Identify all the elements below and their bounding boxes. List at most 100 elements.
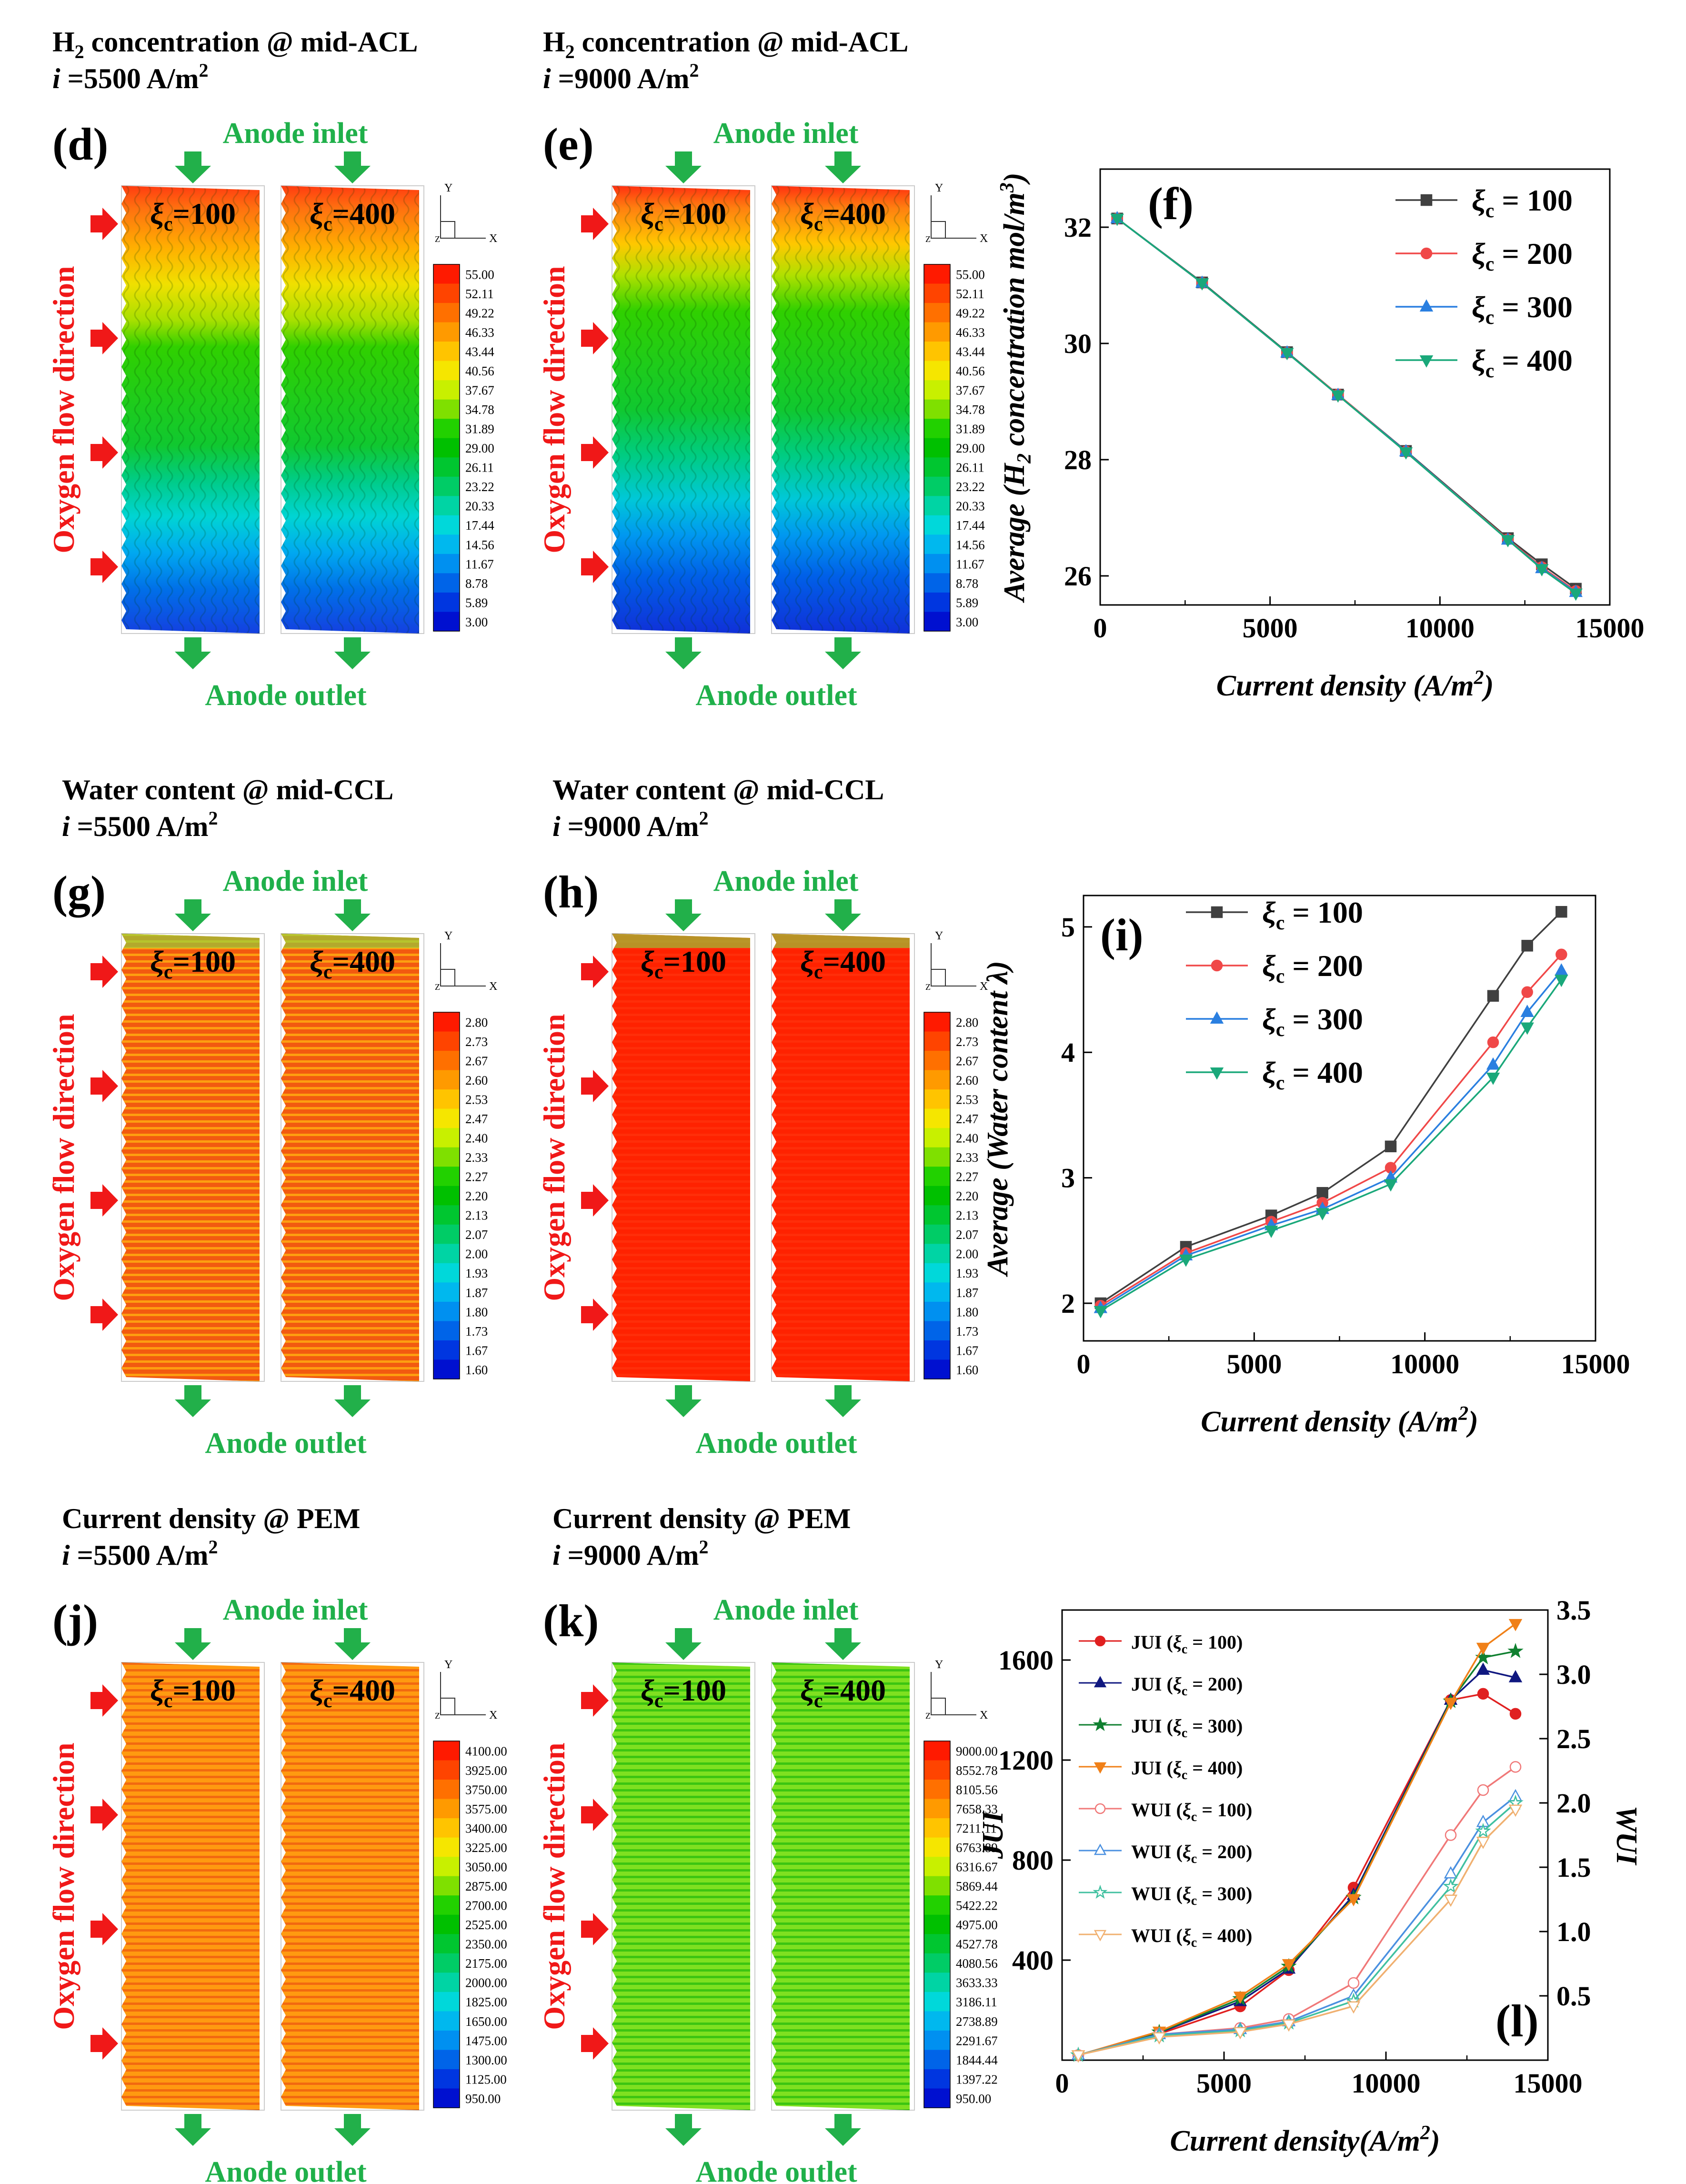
y-tick-label: 32 — [1064, 212, 1092, 243]
colorbar-label: 3050.00 — [465, 1860, 507, 1874]
colorbar-label: 1.80 — [465, 1305, 488, 1319]
chart-l: 0 5000 10000 15000 400 800 1200 1600 0.5 1.0 1.5 2.… — [977, 1595, 1643, 2157]
colorbar-label: 20.33 — [956, 499, 985, 513]
data-point — [1210, 1011, 1224, 1024]
data-point — [1487, 990, 1499, 1002]
field-outline — [612, 933, 755, 1382]
anode-inlet-label: Anode inlet — [713, 117, 859, 150]
data-point — [1477, 1784, 1489, 1796]
inlet-arrow-1 — [665, 151, 702, 183]
inlet-arrow-2 — [334, 151, 371, 183]
legend-entry: ξc = 300 — [1262, 1002, 1363, 1041]
data-point — [1476, 1642, 1490, 1655]
axis-triad — [440, 195, 486, 239]
field-left: ξc=100 — [121, 185, 265, 634]
oxygen-arrow-1 — [581, 208, 609, 240]
colorbar-swatch — [924, 1876, 950, 1896]
data-point — [1399, 447, 1413, 460]
y-tick-label: 1600 — [998, 1645, 1054, 1676]
data-point — [1346, 2001, 1361, 2014]
data-point — [1347, 1977, 1360, 1989]
oxygen-arrow-1 — [90, 1684, 118, 1717]
xi-label-right: ξc=400 — [310, 945, 395, 983]
colorbar-label: 37.67 — [465, 383, 494, 398]
colorbar-label: 31.89 — [465, 422, 494, 436]
colorbar-swatch — [433, 380, 460, 400]
x-tick-label: 5000 — [1243, 613, 1298, 644]
data-point — [1476, 1836, 1490, 1849]
colorbar-label: 26.11 — [956, 461, 984, 475]
series-line — [1078, 1809, 1516, 2056]
plot-frame — [1099, 168, 1611, 606]
legend-entry: ξc = 200 — [1262, 949, 1363, 987]
colorbar-label: 52.11 — [956, 287, 984, 301]
data-point — [1210, 1067, 1224, 1080]
colorbar-swatch — [433, 1992, 460, 2012]
data-point — [1093, 1717, 1108, 1731]
colorbar-label: 1.60 — [956, 1363, 978, 1377]
outlet-arrow-2 — [334, 637, 371, 669]
colorbar-label: 3400.00 — [465, 1822, 507, 1836]
oxygen-arrow-3 — [90, 436, 118, 469]
colorbar-swatch — [924, 1914, 950, 1934]
anode-outlet-label: Anode outlet — [205, 679, 367, 712]
axis-z-label: Z — [435, 234, 440, 244]
panel-subtitle: i =5500 A/m2 — [62, 1536, 218, 1571]
colorbar-label: 4080.56 — [956, 1956, 998, 1971]
colorbar-swatch — [924, 1780, 950, 1800]
oxygen-arrow-4 — [581, 1298, 609, 1331]
axis-x-label: X — [980, 1709, 988, 1721]
colorbar-swatch — [433, 1263, 460, 1283]
colorbar-swatch — [433, 1876, 460, 1896]
data-point — [1507, 1643, 1524, 1658]
field-outline — [612, 1662, 755, 2111]
outlet-arrow-2 — [825, 637, 861, 669]
series-line — [1100, 970, 1562, 1309]
colorbar-swatch — [924, 612, 950, 632]
field-outline — [281, 933, 424, 1382]
xi-label-left: ξc=100 — [150, 197, 236, 235]
colorbar-swatch — [924, 303, 950, 323]
y-tick-label: 28 — [1064, 444, 1092, 475]
y2-tick-label: 3.0 — [1556, 1659, 1591, 1690]
colorbar-label: 2291.67 — [956, 2033, 998, 2048]
data-point — [1443, 1878, 1459, 1893]
colorbar-swatch — [433, 322, 460, 342]
colorbar-label: 1.67 — [956, 1343, 978, 1358]
colorbar-label: 2.40 — [956, 1131, 978, 1146]
x-tick-label: 10000 — [1405, 613, 1475, 644]
oxygen-flow-label: Oxygen flow direction — [47, 1014, 80, 1301]
data-point — [1555, 963, 1568, 976]
colorbar-swatch — [924, 1359, 950, 1379]
colorbar-swatch — [433, 2030, 460, 2050]
colorbar-swatch — [433, 1070, 460, 1090]
colorbar-swatch — [433, 399, 460, 419]
colorbar-swatch — [433, 1760, 460, 1780]
colorbar-label: 9000.00 — [956, 1744, 998, 1758]
y-axis-label: JUI — [977, 1811, 1009, 1860]
colorbar-label: 1125.00 — [465, 2072, 507, 2086]
y-axis-label: Average (H2 concentration mol/m3) — [996, 172, 1035, 603]
colorbar-swatch — [433, 573, 460, 593]
oxygen-arrow-4 — [581, 2027, 609, 2060]
colorbar-label: 1.73 — [956, 1324, 978, 1339]
colorbar-swatch — [924, 1263, 950, 1283]
data-point — [1501, 535, 1515, 548]
oxygen-arrow-3 — [581, 1184, 609, 1217]
colorbar-frame — [433, 1012, 460, 1379]
anode-outlet-label: Anode outlet — [695, 679, 857, 712]
field-stripes — [612, 1662, 750, 2110]
colorbar-label: 3925.00 — [465, 1763, 507, 1778]
data-point — [1520, 1022, 1534, 1035]
panel-subtitle: i =9000 A/m2 — [543, 60, 699, 94]
data-point — [1094, 1930, 1107, 1942]
colorbar-label: 43.44 — [465, 345, 494, 359]
colorbar-swatch — [433, 612, 460, 632]
colorbar: 4100.00 3925.00 3750.00 3575.00 3400.00 3225.… — [433, 1741, 507, 2108]
x-tick-label: 15000 — [1561, 1349, 1630, 1379]
colorbar-label: 4100.00 — [465, 1744, 507, 1758]
data-point — [1420, 247, 1433, 260]
oxygen-arrow-1 — [581, 1684, 609, 1717]
colorbar-swatch — [433, 1934, 460, 1954]
